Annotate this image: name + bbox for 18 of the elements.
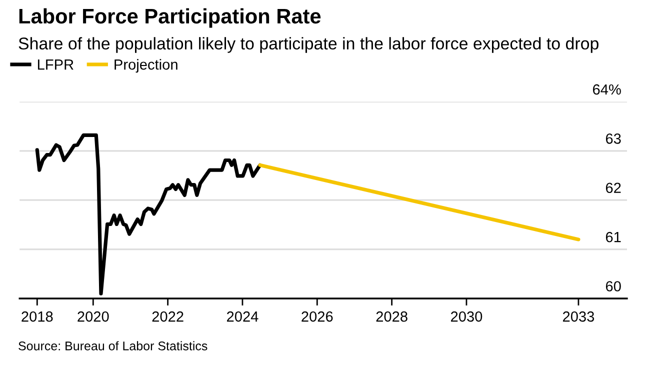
legend-label: Projection [114, 59, 178, 73]
x-tick-label: 2024 [226, 311, 258, 322]
x-tick-label: 2033 [562, 311, 594, 322]
x-tick-label: 2030 [450, 311, 482, 322]
x-tick-label: 2026 [302, 311, 333, 322]
x-tick-label: 2018 [22, 311, 53, 322]
y-tick-label: 62 [606, 182, 621, 194]
y-tick-label: 64% [593, 84, 621, 95]
x-tick-label: 2020 [78, 311, 109, 322]
legend-label: LFPR [38, 60, 74, 70]
x-tick-label: 2028 [376, 311, 408, 322]
y-tick-label: 60 [606, 281, 621, 292]
y-tick-label: 61 [606, 232, 621, 242]
chart-subtitle: Share of the population likely to participate in the labor force expected to drop [18, 37, 598, 53]
y-tick-label: 63 [606, 134, 621, 144]
x-tick-label: 2022 [152, 311, 184, 322]
source-note: Source: Bureau of Labor Statistics [18, 341, 208, 350]
chart-title: Labor Force Participation Rate [19, 8, 321, 28]
